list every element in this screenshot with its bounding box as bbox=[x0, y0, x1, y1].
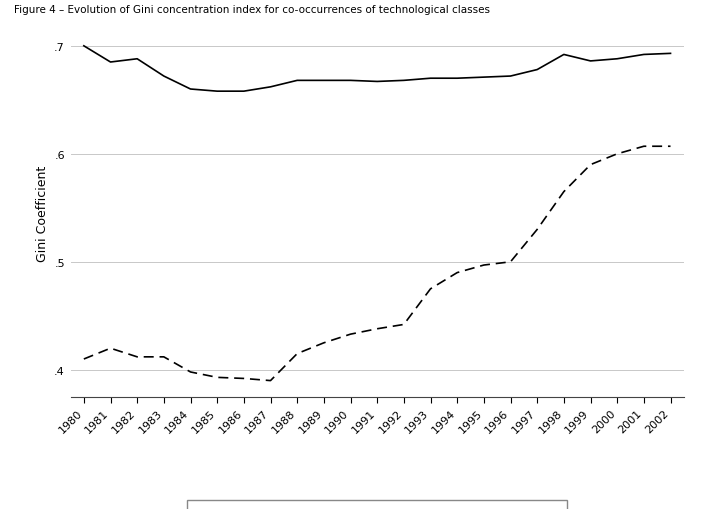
Biotechnology bbox=[427, 76, 435, 82]
Biotechnology bbox=[373, 79, 381, 86]
Legend: Biotechnology, Telecommunications: Biotechnology, Telecommunications bbox=[188, 500, 567, 509]
Telecommunications bbox=[400, 322, 408, 328]
Biotechnology bbox=[240, 89, 248, 95]
Telecommunications bbox=[533, 227, 541, 233]
Biotechnology bbox=[639, 52, 648, 59]
Telecommunications bbox=[319, 340, 328, 346]
Biotechnology bbox=[80, 44, 88, 50]
Telecommunications bbox=[427, 286, 435, 292]
Telecommunications bbox=[613, 152, 621, 158]
Biotechnology bbox=[400, 78, 408, 84]
Text: Figure 4 – Evolution of Gini concentration index for co-occurrences of technolog: Figure 4 – Evolution of Gini concentrati… bbox=[14, 5, 490, 15]
Telecommunications bbox=[506, 259, 515, 265]
Biotechnology bbox=[560, 52, 568, 59]
Biotechnology bbox=[666, 51, 675, 58]
Telecommunications bbox=[346, 331, 355, 337]
Biotechnology bbox=[293, 78, 302, 84]
Biotechnology bbox=[133, 56, 142, 63]
Biotechnology bbox=[506, 74, 515, 80]
Biotechnology bbox=[587, 59, 595, 65]
Biotechnology bbox=[479, 75, 488, 81]
Line: Telecommunications: Telecommunications bbox=[84, 147, 670, 381]
Biotechnology bbox=[186, 87, 195, 93]
Biotechnology bbox=[533, 67, 541, 73]
Telecommunications bbox=[293, 351, 302, 357]
Telecommunications bbox=[106, 346, 115, 352]
Biotechnology bbox=[453, 76, 461, 82]
Telecommunications bbox=[80, 356, 88, 362]
Y-axis label: Gini Coefficient: Gini Coefficient bbox=[36, 166, 49, 262]
Telecommunications bbox=[133, 354, 142, 360]
Telecommunications bbox=[240, 376, 248, 382]
Biotechnology bbox=[266, 84, 275, 91]
Telecommunications bbox=[479, 263, 488, 269]
Biotechnology bbox=[106, 60, 115, 66]
Telecommunications bbox=[373, 326, 381, 332]
Line: Biotechnology: Biotechnology bbox=[84, 47, 670, 92]
Telecommunications bbox=[666, 144, 675, 150]
Telecommunications bbox=[639, 144, 648, 150]
Biotechnology bbox=[159, 74, 168, 80]
Telecommunications bbox=[560, 189, 568, 195]
Telecommunications bbox=[213, 375, 221, 381]
Telecommunications bbox=[159, 354, 168, 360]
Telecommunications bbox=[266, 378, 275, 384]
Biotechnology bbox=[346, 78, 355, 84]
Telecommunications bbox=[453, 270, 461, 276]
Biotechnology bbox=[319, 78, 328, 84]
Biotechnology bbox=[213, 89, 221, 95]
Biotechnology bbox=[613, 56, 621, 63]
Telecommunications bbox=[587, 162, 595, 168]
Telecommunications bbox=[186, 369, 195, 375]
